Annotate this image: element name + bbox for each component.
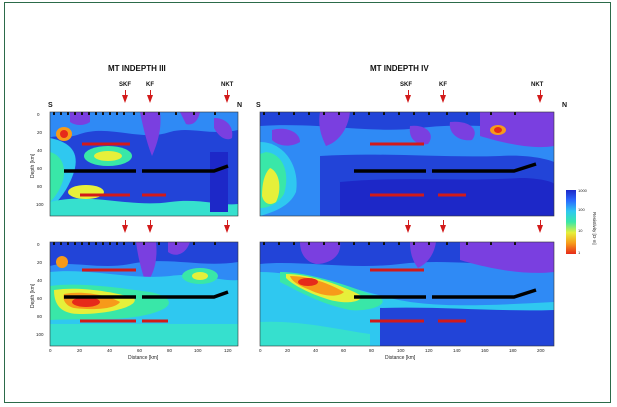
x-tick: 60 bbox=[137, 348, 143, 353]
fault-arrow bbox=[122, 95, 128, 103]
x-tick: 80 bbox=[369, 348, 375, 353]
x-tick: 20 bbox=[77, 348, 83, 353]
fault-arrow bbox=[147, 95, 153, 103]
resistivity-panel-iv-lower bbox=[260, 242, 554, 346]
north-label: N bbox=[562, 102, 568, 109]
north-label: N bbox=[237, 102, 243, 109]
colorbar-label: 100 bbox=[578, 207, 585, 212]
colorbar-label: 1000 bbox=[578, 188, 587, 193]
y-tick: 100 bbox=[36, 202, 44, 207]
x-tick: 40 bbox=[107, 348, 113, 353]
y-tick: 0 bbox=[37, 112, 40, 117]
moho-interface-iv-upper-b bbox=[432, 162, 537, 173]
fault-arrow bbox=[440, 95, 446, 103]
south-label: S bbox=[256, 102, 261, 109]
resistivity-panel-iii-upper bbox=[50, 112, 238, 216]
fault-arrow bbox=[405, 225, 411, 233]
y-tick: 40 bbox=[37, 278, 43, 283]
fault-arrow-stem bbox=[150, 90, 151, 96]
fault-arrow bbox=[440, 225, 446, 233]
fault-arrow-stem bbox=[540, 220, 541, 226]
moho-interface-iii-upper-b bbox=[142, 164, 229, 173]
fault-arrow-stem bbox=[227, 90, 228, 96]
station-markers-iii-lower bbox=[53, 242, 216, 245]
x-tick: 0 bbox=[49, 348, 52, 353]
fault-arrow bbox=[537, 95, 543, 103]
figure-frame bbox=[4, 2, 611, 403]
panel-border bbox=[259, 111, 555, 217]
south-label: S bbox=[48, 102, 53, 109]
fault-arrow-stem bbox=[408, 220, 409, 226]
fault-label-skf-right: SKF bbox=[400, 82, 412, 88]
fault-arrow-stem bbox=[125, 90, 126, 96]
x-tick: 20 bbox=[285, 348, 291, 353]
x-tick: 200 bbox=[537, 348, 545, 353]
fault-arrow bbox=[405, 95, 411, 103]
fault-label-kf-right: KF bbox=[439, 82, 447, 88]
x-tick: 160 bbox=[481, 348, 489, 353]
fault-arrow bbox=[537, 225, 543, 233]
fault-label-nkt-right: NKT bbox=[531, 82, 544, 88]
moho-interface-iii-lower-b bbox=[142, 290, 229, 299]
fault-arrow bbox=[224, 225, 230, 233]
colorbar-label: 10 bbox=[578, 228, 583, 233]
x-tick: 100 bbox=[194, 348, 202, 353]
title-right: MT INDEPTH IV bbox=[370, 64, 429, 73]
x-tick: 140 bbox=[453, 348, 461, 353]
x-tick: 100 bbox=[397, 348, 405, 353]
fault-label-kf-left: KF bbox=[146, 82, 154, 88]
fault-arrow-stem bbox=[540, 90, 541, 96]
fault-arrow-stem bbox=[408, 90, 409, 96]
fault-arrow-stem bbox=[150, 220, 151, 226]
resistivity-colorbar bbox=[566, 190, 576, 254]
y-tick: 40 bbox=[37, 148, 43, 153]
y-tick: 100 bbox=[36, 332, 44, 337]
fault-arrow-stem bbox=[443, 220, 444, 226]
y-tick: 80 bbox=[37, 314, 43, 319]
fault-label-nkt-left: NKT bbox=[221, 82, 234, 88]
resistivity-panel-iii-lower bbox=[50, 242, 238, 346]
panel-border bbox=[49, 111, 239, 217]
x-tick: 80 bbox=[167, 348, 173, 353]
fault-arrow-stem bbox=[125, 220, 126, 226]
station-markers-iv-upper bbox=[263, 112, 516, 115]
panel-border bbox=[49, 241, 239, 347]
y-axis-label: Depth [km] bbox=[30, 283, 36, 308]
fault-arrow bbox=[224, 95, 230, 103]
y-tick: 60 bbox=[37, 166, 43, 171]
x-tick: 40 bbox=[313, 348, 319, 353]
fault-arrow bbox=[147, 225, 153, 233]
y-axis-label: Depth [km] bbox=[30, 153, 36, 178]
fault-arrow-stem bbox=[227, 220, 228, 226]
moho-interface-iv-lower-b bbox=[432, 288, 537, 299]
x-tick: 0 bbox=[259, 348, 262, 353]
x-axis-label: Distance [km] bbox=[385, 355, 416, 361]
x-tick: 180 bbox=[509, 348, 517, 353]
y-tick: 20 bbox=[37, 260, 43, 265]
fault-label-skf-left: SKF bbox=[119, 82, 131, 88]
fault-arrow bbox=[122, 225, 128, 233]
x-axis-label: Distance [km] bbox=[128, 355, 159, 361]
panel-border bbox=[259, 241, 555, 347]
station-markers-iv-lower bbox=[263, 242, 516, 245]
x-tick: 120 bbox=[425, 348, 433, 353]
colorbar-label: 1 bbox=[578, 250, 581, 255]
y-tick: 0 bbox=[37, 242, 40, 247]
colorbar-title: Resistivity [Ω·m] bbox=[592, 212, 597, 245]
fault-arrow-stem bbox=[443, 90, 444, 96]
station-markers-iii-upper bbox=[53, 112, 216, 115]
title-left: MT INDEPTH III bbox=[108, 64, 166, 73]
x-tick: 120 bbox=[224, 348, 232, 353]
y-tick: 60 bbox=[37, 296, 43, 301]
y-tick: 20 bbox=[37, 130, 43, 135]
y-tick: 80 bbox=[37, 184, 43, 189]
x-tick: 60 bbox=[341, 348, 347, 353]
